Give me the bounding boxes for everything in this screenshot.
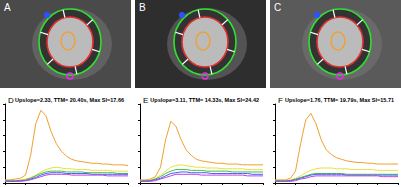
svg-text:Upslope=1.76, TTM= 19.79s, Max: Upslope=1.76, TTM= 19.79s, Max SI=15.71 — [285, 97, 394, 103]
svg-text:F: F — [278, 96, 283, 105]
svg-text:B: B — [139, 2, 146, 13]
svg-text:A: A — [4, 2, 11, 13]
svg-text:E: E — [143, 96, 148, 105]
svg-text:D: D — [8, 96, 14, 105]
svg-text:Upslope=2.33, TTM= 20.40s, Max: Upslope=2.33, TTM= 20.40s, Max SI=17.66 — [15, 97, 124, 103]
svg-text:Upslope=3.11, TTM= 14.33s, Max: Upslope=3.11, TTM= 14.33s, Max SI=24.42 — [150, 97, 259, 103]
svg-text:C: C — [274, 2, 281, 13]
